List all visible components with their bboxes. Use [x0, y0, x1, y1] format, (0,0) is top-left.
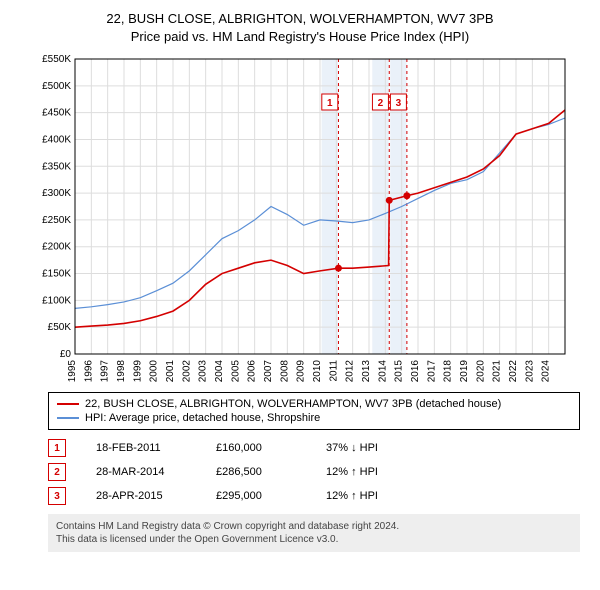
- title-line-2: Price paid vs. HM Land Registry's House …: [10, 28, 590, 46]
- footer-line-1: Contains HM Land Registry data © Crown c…: [56, 520, 572, 533]
- title-line-1: 22, BUSH CLOSE, ALBRIGHTON, WOLVERHAMPTO…: [10, 10, 590, 28]
- event-date: 28-MAR-2014: [96, 466, 186, 478]
- svg-text:£250K: £250K: [42, 215, 71, 226]
- event-price: £295,000: [216, 490, 296, 502]
- svg-text:1995: 1995: [67, 360, 78, 383]
- svg-text:£200K: £200K: [42, 242, 71, 253]
- svg-text:£100K: £100K: [42, 296, 71, 307]
- svg-text:2016: 2016: [410, 360, 421, 383]
- svg-text:2010: 2010: [312, 360, 323, 383]
- svg-text:£50K: £50K: [48, 323, 72, 334]
- svg-text:2004: 2004: [214, 360, 225, 383]
- legend-row: 22, BUSH CLOSE, ALBRIGHTON, WOLVERHAMPTO…: [57, 397, 571, 411]
- svg-text:2014: 2014: [377, 360, 388, 383]
- svg-text:2003: 2003: [198, 360, 209, 383]
- events-table: 1 18-FEB-2011 £160,000 37% ↓ HPI 2 28-MA…: [48, 436, 580, 508]
- svg-text:£400K: £400K: [42, 135, 71, 146]
- svg-text:£0: £0: [60, 349, 72, 360]
- legend-swatch: [57, 417, 79, 419]
- svg-text:£300K: £300K: [42, 188, 71, 199]
- svg-text:2002: 2002: [181, 360, 192, 383]
- svg-text:1997: 1997: [100, 360, 111, 383]
- svg-text:2022: 2022: [508, 360, 519, 383]
- footer-line-2: This data is licensed under the Open Gov…: [56, 533, 572, 546]
- svg-text:2020: 2020: [475, 360, 486, 383]
- chart-title-block: 22, BUSH CLOSE, ALBRIGHTON, WOLVERHAMPTO…: [10, 10, 590, 46]
- svg-text:2005: 2005: [230, 360, 241, 383]
- svg-text:1: 1: [327, 98, 333, 109]
- legend-label: 22, BUSH CLOSE, ALBRIGHTON, WOLVERHAMPTO…: [85, 398, 501, 410]
- svg-text:£350K: £350K: [42, 162, 71, 173]
- event-marker-icon: 1: [48, 439, 66, 457]
- event-delta: 37% ↓ HPI: [326, 442, 416, 454]
- svg-text:2007: 2007: [263, 360, 274, 383]
- svg-text:2001: 2001: [165, 360, 176, 383]
- line-chart: £0 £50K £100K £150K £200K £250K £300K £350K £400…: [30, 54, 570, 384]
- event-marker-icon: 2: [48, 463, 66, 481]
- svg-text:£450K: £450K: [42, 108, 71, 119]
- event-date: 28-APR-2015: [96, 490, 186, 502]
- svg-text:3: 3: [396, 98, 402, 109]
- svg-text:£150K: £150K: [42, 269, 71, 280]
- event-delta: 12% ↑ HPI: [326, 466, 416, 478]
- svg-text:2012: 2012: [345, 360, 356, 383]
- legend-box: 22, BUSH CLOSE, ALBRIGHTON, WOLVERHAMPTO…: [48, 392, 580, 430]
- svg-text:1998: 1998: [116, 360, 127, 383]
- svg-text:2008: 2008: [279, 360, 290, 383]
- svg-text:2015: 2015: [394, 360, 405, 383]
- footer-note: Contains HM Land Registry data © Crown c…: [48, 514, 580, 552]
- svg-text:2017: 2017: [426, 360, 437, 383]
- event-marker-icon: 3: [48, 487, 66, 505]
- chart-svg: £0 £50K £100K £150K £200K £250K £300K £350K £400…: [30, 54, 570, 384]
- legend-row: HPI: Average price, detached house, Shro…: [57, 411, 571, 425]
- svg-text:1996: 1996: [83, 360, 94, 383]
- event-price: £286,500: [216, 466, 296, 478]
- svg-text:2006: 2006: [247, 360, 258, 383]
- svg-text:2023: 2023: [524, 360, 535, 383]
- legend-swatch: [57, 403, 79, 405]
- svg-text:2019: 2019: [459, 360, 470, 383]
- event-row: 3 28-APR-2015 £295,000 12% ↑ HPI: [48, 484, 580, 508]
- event-delta: 12% ↑ HPI: [326, 490, 416, 502]
- svg-text:£500K: £500K: [42, 81, 71, 92]
- event-date: 18-FEB-2011: [96, 442, 186, 454]
- svg-text:1999: 1999: [132, 360, 143, 383]
- svg-text:2013: 2013: [361, 360, 372, 383]
- svg-text:£550K: £550K: [42, 54, 71, 65]
- svg-text:2: 2: [378, 98, 384, 109]
- svg-text:2000: 2000: [149, 360, 160, 383]
- svg-text:2021: 2021: [492, 360, 503, 383]
- legend-label: HPI: Average price, detached house, Shro…: [85, 412, 320, 424]
- svg-text:2011: 2011: [328, 360, 339, 382]
- event-row: 1 18-FEB-2011 £160,000 37% ↓ HPI: [48, 436, 580, 460]
- event-row: 2 28-MAR-2014 £286,500 12% ↑ HPI: [48, 460, 580, 484]
- svg-text:2009: 2009: [296, 360, 307, 383]
- event-price: £160,000: [216, 442, 296, 454]
- svg-text:2018: 2018: [443, 360, 454, 383]
- svg-text:2024: 2024: [541, 360, 552, 383]
